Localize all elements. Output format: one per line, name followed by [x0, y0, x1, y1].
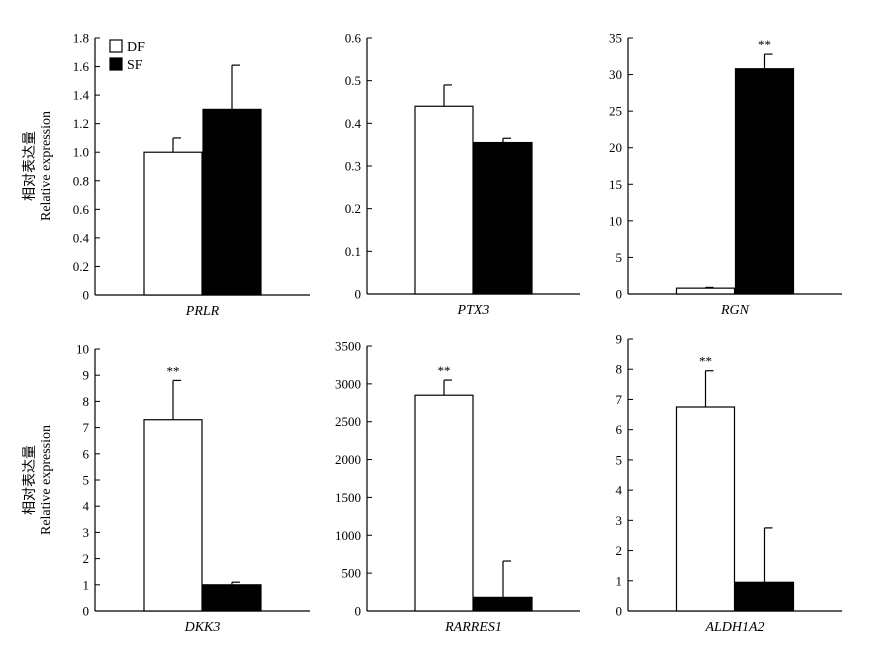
significance-mark: **: [167, 363, 180, 378]
y-tick-label: 2: [83, 551, 90, 566]
y-tick-label: 2: [616, 543, 623, 558]
y-tick-label: 4: [616, 483, 623, 498]
y-tick-label: 1: [616, 573, 623, 588]
y-tick-label: 0: [616, 287, 623, 302]
y-tick-label: 1: [83, 577, 90, 592]
y-tick-label: 1.8: [73, 31, 89, 46]
y-tick-label: 5: [83, 473, 90, 488]
legend-swatch-df: [109, 39, 123, 53]
y-tick-label: 0.2: [73, 259, 89, 274]
y-tick-label: 9: [616, 332, 623, 347]
y-tick-label: 6: [616, 422, 623, 437]
chart-panel-5: 0 500 1000 1500 2000 2500 3000 3500 ** RARRES1: [335, 339, 580, 635]
y-tick-label: 0: [355, 604, 362, 619]
bar-df: [414, 105, 474, 295]
y-tick-label: 9: [83, 368, 90, 383]
y-tick-label: 0.6: [73, 202, 90, 217]
legend-swatch-sf: [109, 57, 123, 71]
ylabel-en-top: Relative expression: [39, 111, 54, 221]
chart-panel-4: 0 1 2 3 4 5 6 7 8 9 10 ** DKK3: [76, 342, 310, 635]
legend-label-df: DF: [127, 40, 145, 55]
x-axis-label: PTX3: [457, 303, 490, 318]
significance-mark: **: [758, 37, 771, 52]
y-tick-label: 3: [83, 525, 90, 540]
significance-mark: **: [699, 354, 712, 369]
y-tick-label: 0.5: [345, 73, 361, 88]
y-tick-label: 0.1: [345, 244, 361, 259]
y-tick-label: 0.2: [345, 201, 361, 216]
y-tick-label: 1.2: [73, 116, 89, 131]
y-tick-label: 30: [609, 67, 622, 82]
y-tick-label: 35: [609, 31, 622, 46]
bar-df: [414, 394, 474, 612]
y-tick-label: 0: [355, 287, 362, 302]
y-tick-label: 0: [616, 604, 623, 619]
ylabel-cn-top: 相对表达量: [22, 131, 38, 201]
ylabel-top: 相对表达量 Relative expression: [22, 111, 54, 221]
chart-panel-6: 0 1 2 3 4 5 6 7 8 9 ** ALDH1A2: [616, 332, 842, 635]
y-tick-label: 6: [83, 446, 90, 461]
bar-sf: [473, 141, 533, 295]
y-tick-label: 3000: [335, 376, 361, 391]
x-axis-label: DKK3: [184, 620, 221, 635]
ylabel-en-bottom: Relative expression: [39, 425, 54, 535]
y-tick-label: 20: [609, 140, 622, 155]
y-tick-label: 0.6: [345, 31, 362, 46]
y-tick-label: 7: [83, 420, 90, 435]
y-tick-label: 25: [609, 104, 622, 119]
legend: DF SF: [109, 39, 145, 73]
x-axis-label: RGN: [720, 303, 750, 318]
bar-sf: [202, 584, 262, 612]
bar-df: [675, 406, 736, 612]
legend-label-sf: SF: [127, 58, 143, 73]
y-tick-label: 1.4: [73, 88, 90, 103]
y-tick-label: 8: [616, 362, 623, 377]
bar-df: [675, 287, 736, 295]
y-tick-label: 1.0: [73, 145, 89, 160]
ylabel-bottom: 相对表达量 Relative expression: [22, 425, 54, 535]
bar-sf: [202, 108, 262, 296]
y-tick-label: 1.6: [73, 59, 90, 74]
significance-mark: **: [438, 363, 451, 378]
ylabel-cn-bottom: 相对表达量: [22, 445, 38, 515]
y-tick-label: 5: [616, 452, 623, 467]
y-tick-label: 0.4: [73, 230, 90, 245]
y-tick-label: 2000: [335, 452, 361, 467]
y-tick-label: 2500: [335, 414, 361, 429]
y-tick-label: 5: [616, 250, 623, 265]
y-tick-label: 1500: [335, 490, 361, 505]
bar-df: [143, 419, 203, 612]
bar-df: [143, 151, 203, 296]
bar-sf: [473, 596, 533, 612]
y-tick-label: 0: [83, 604, 90, 619]
y-tick-label: 500: [342, 566, 362, 581]
x-axis-label: ALDH1A2: [704, 620, 764, 635]
bar-sf: [734, 68, 795, 295]
y-tick-label: 1000: [335, 528, 361, 543]
y-tick-label: 10: [76, 342, 89, 357]
chart-panel-3: 0 5 10 15 20 25 30 35 ** RGN: [609, 31, 842, 318]
y-tick-label: 3500: [335, 339, 361, 354]
chart-panel-2: 0 0.1 0.2 0.3 0.4 0.5 0.6 PTX3: [345, 31, 580, 318]
x-axis-label: PRLR: [185, 304, 220, 319]
chart-panel-1: 0 0.2 0.4 0.6 0.8 1.0 1.2 1.4 1.6 1.8 PRLR: [73, 31, 310, 319]
x-axis-label: RARRES1: [444, 620, 502, 635]
y-tick-label: 0.8: [73, 173, 89, 188]
y-tick-label: 4: [83, 499, 90, 514]
y-tick-label: 0: [83, 288, 90, 303]
chart-panels: 00.20.40.60.81.01.21.41.61.8PRLR00.10.20…: [73, 31, 842, 635]
y-tick-label: 10: [609, 213, 622, 228]
y-tick-label: 3: [616, 513, 623, 528]
y-tick-label: 8: [83, 394, 90, 409]
y-tick-label: 15: [609, 177, 622, 192]
y-tick-label: 0.3: [345, 159, 361, 174]
y-tick-label: 7: [616, 392, 623, 407]
bar-sf: [734, 581, 795, 612]
y-tick-label: 0.4: [345, 116, 362, 131]
